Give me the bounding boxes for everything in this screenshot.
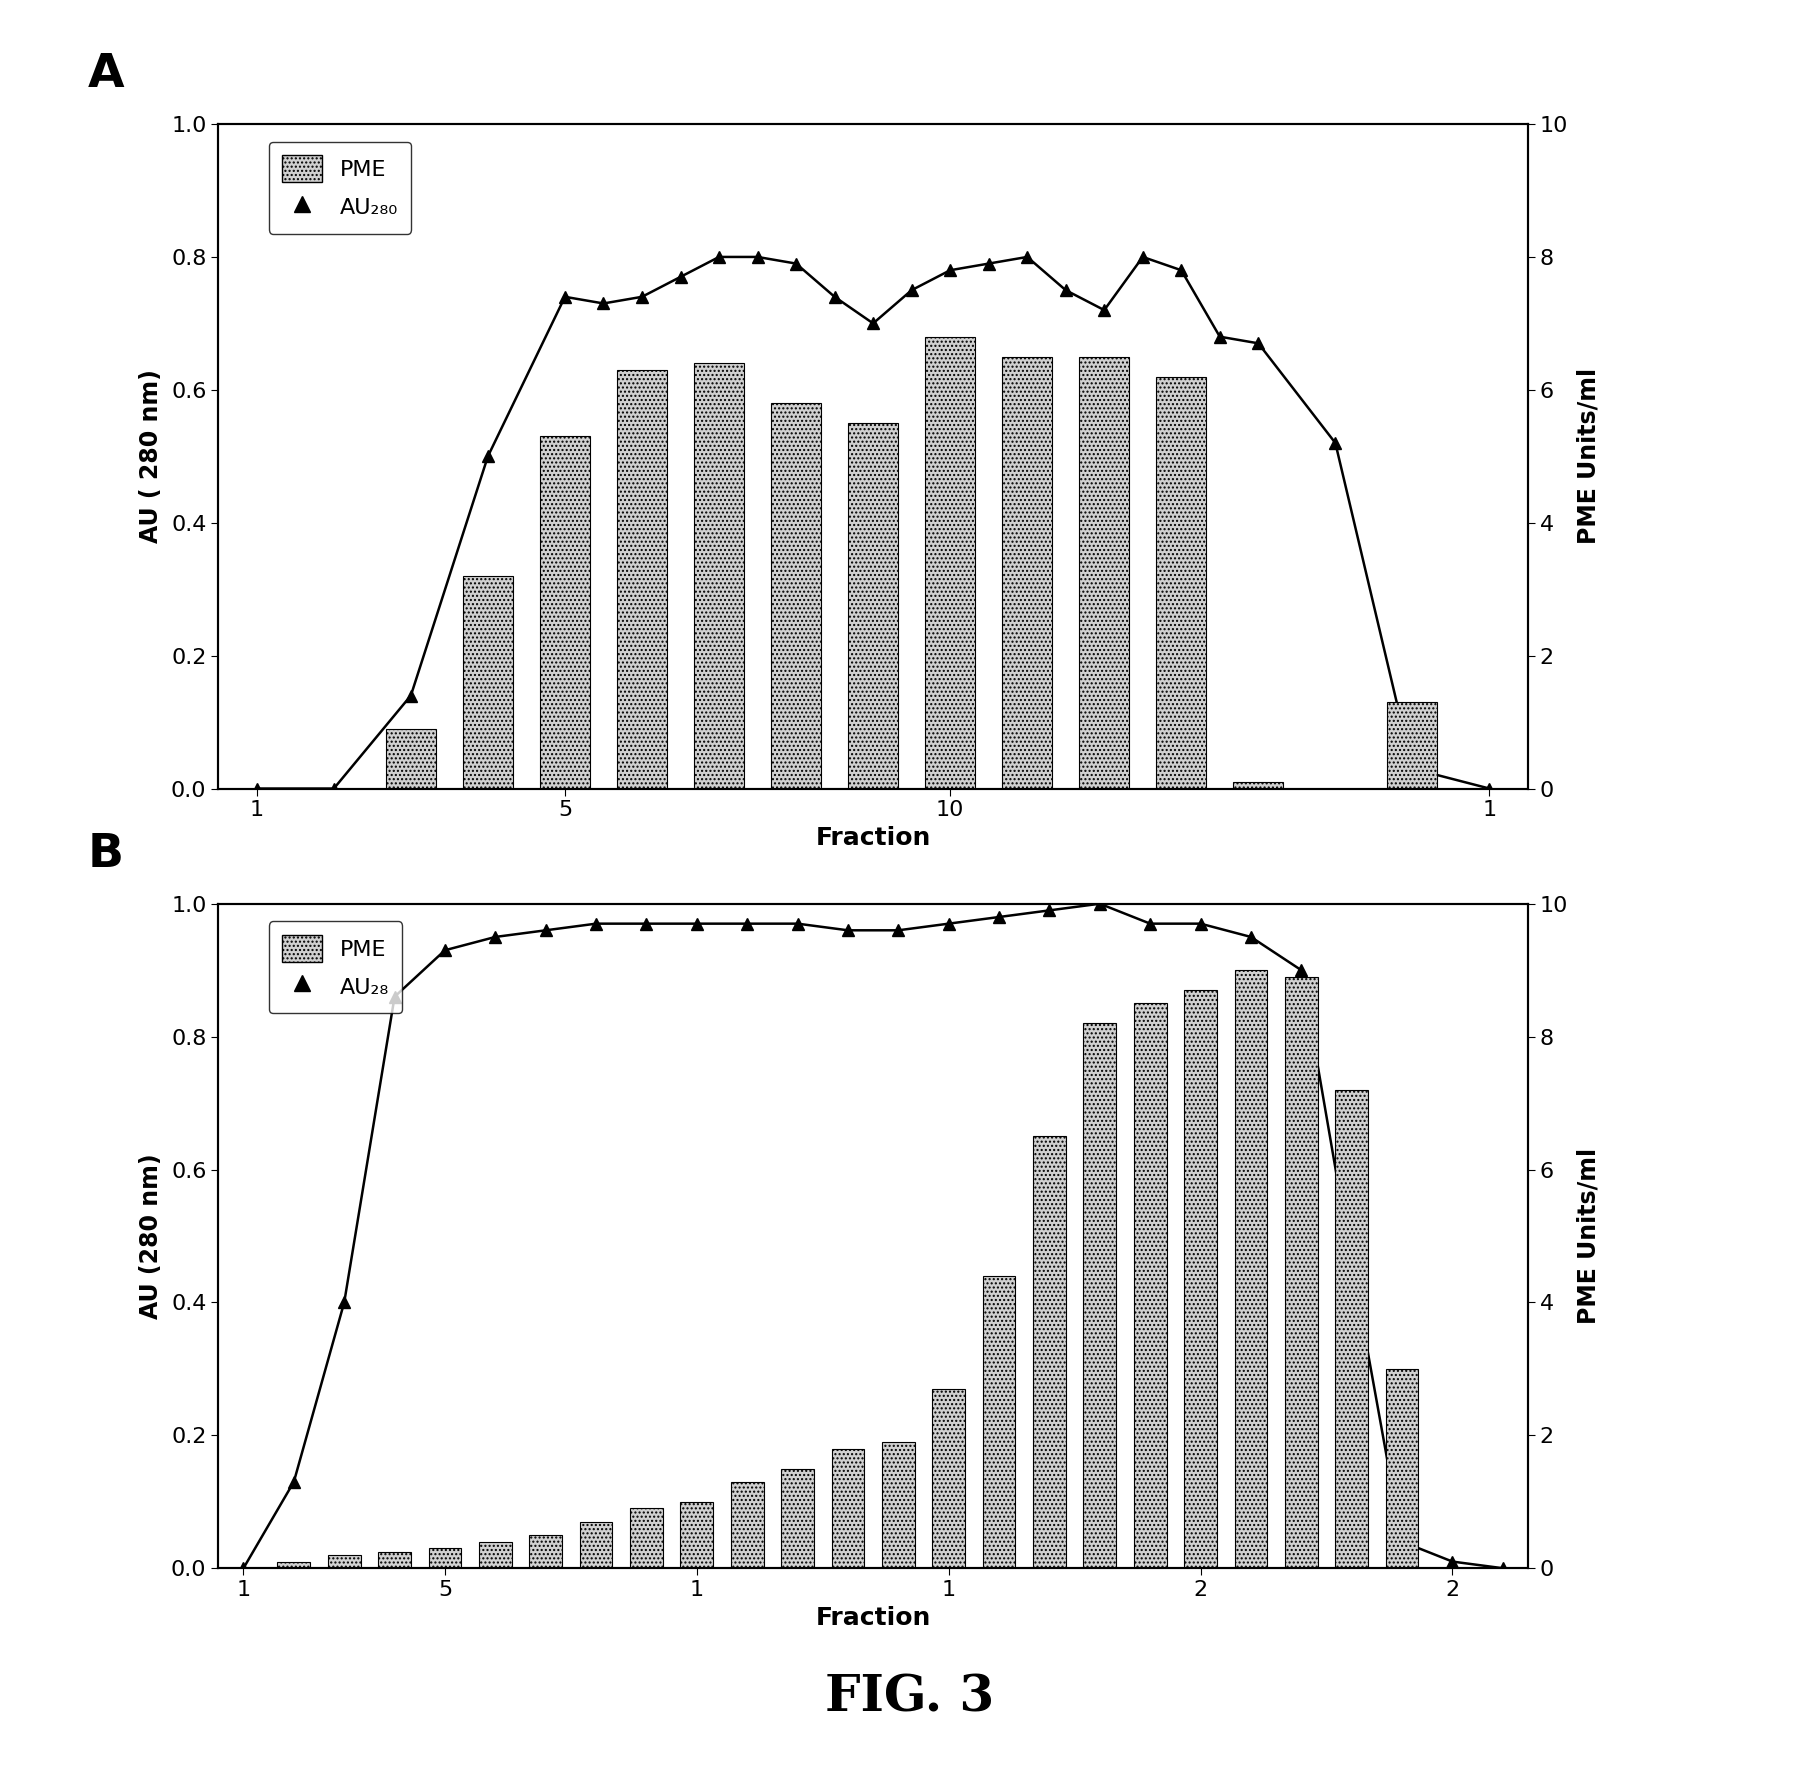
Legend: PME, AU₂₈: PME, AU₂₈: [269, 921, 402, 1014]
X-axis label: Fraction: Fraction: [815, 826, 931, 851]
X-axis label: Fraction: Fraction: [815, 1605, 931, 1630]
Bar: [926, 337, 975, 789]
Bar: [982, 1276, 1015, 1568]
Legend: PME, AU₂₈₀: PME, AU₂₈₀: [269, 142, 411, 234]
Bar: [831, 1449, 864, 1568]
Bar: [1386, 1370, 1419, 1568]
Bar: [580, 1522, 613, 1568]
Bar: [1184, 991, 1217, 1568]
Bar: [540, 436, 589, 789]
Bar: [386, 728, 437, 789]
Bar: [848, 424, 899, 789]
Bar: [629, 1508, 662, 1568]
Bar: [1084, 1024, 1117, 1568]
Bar: [1233, 781, 1284, 789]
Bar: [278, 1561, 311, 1568]
Bar: [1133, 1003, 1166, 1568]
Bar: [1002, 356, 1051, 789]
Bar: [771, 404, 820, 789]
Bar: [1284, 976, 1317, 1568]
Y-axis label: AU ( 280 nm): AU ( 280 nm): [138, 369, 162, 544]
Bar: [731, 1481, 764, 1568]
Bar: [933, 1389, 966, 1568]
Bar: [695, 363, 744, 789]
Bar: [1235, 971, 1268, 1568]
Bar: [1033, 1136, 1066, 1568]
Y-axis label: PME Units/ml: PME Units/ml: [1577, 369, 1601, 544]
Text: A: A: [87, 53, 124, 97]
Y-axis label: AU (280 nm): AU (280 nm): [138, 1154, 162, 1318]
Text: B: B: [87, 833, 124, 877]
Bar: [462, 576, 513, 789]
Text: FIG. 3: FIG. 3: [824, 1673, 995, 1722]
Y-axis label: PME Units/ml: PME Units/ml: [1577, 1148, 1601, 1324]
Bar: [780, 1469, 813, 1568]
Bar: [1157, 377, 1206, 789]
Bar: [1335, 1090, 1368, 1568]
Bar: [529, 1535, 562, 1568]
Bar: [617, 370, 668, 789]
Bar: [378, 1552, 411, 1568]
Bar: [1079, 356, 1130, 789]
Bar: [1388, 702, 1437, 789]
Bar: [478, 1542, 511, 1568]
Bar: [680, 1503, 713, 1568]
Bar: [882, 1442, 915, 1568]
Bar: [429, 1549, 462, 1568]
Bar: [327, 1556, 360, 1568]
